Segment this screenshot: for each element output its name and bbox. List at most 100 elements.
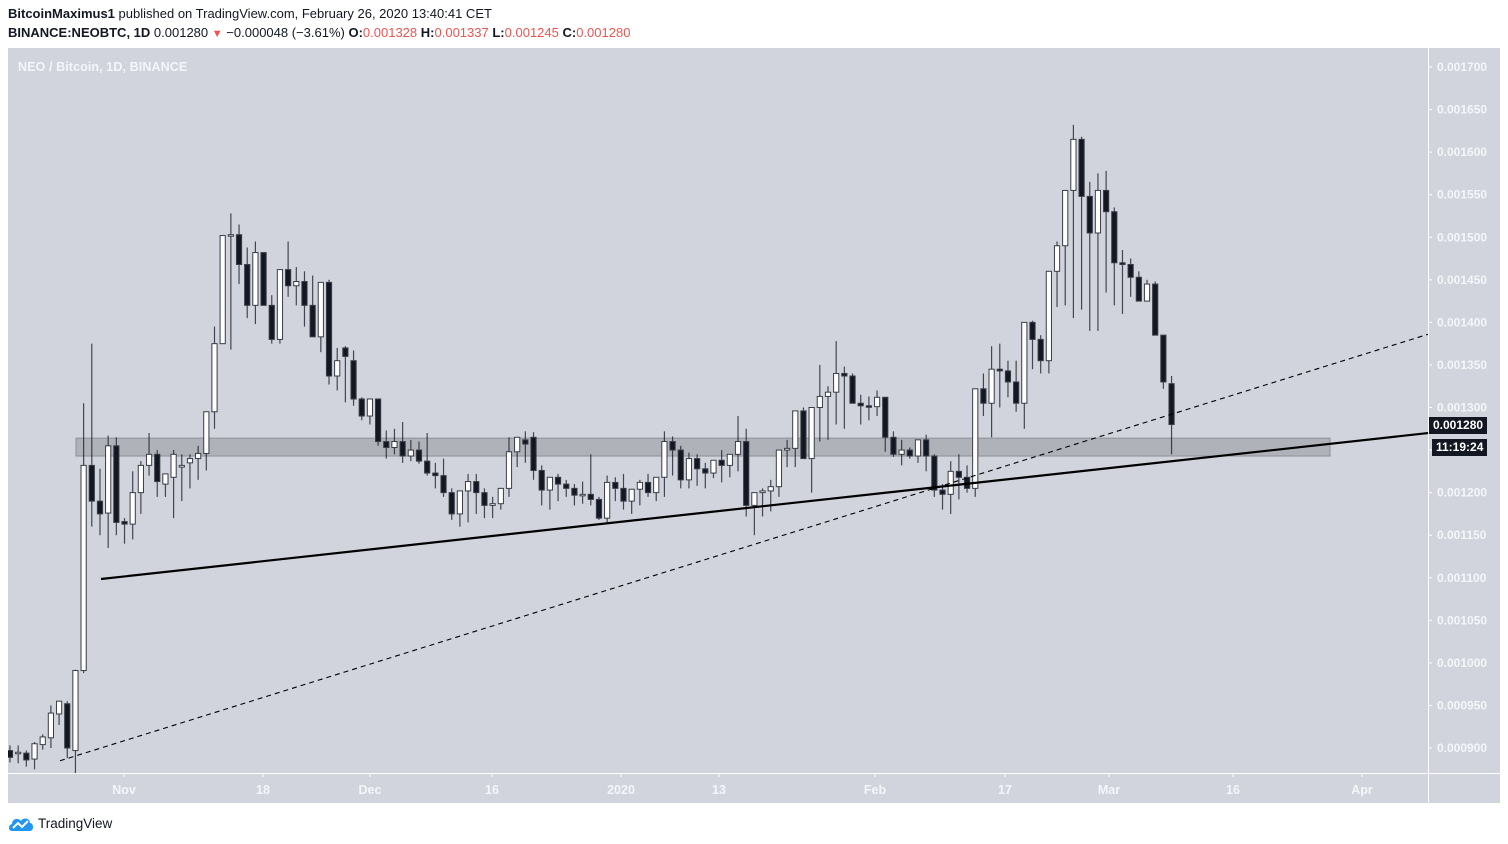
- candle-body: [931, 455, 938, 491]
- candle-body: [497, 487, 504, 505]
- candle-body: [710, 459, 717, 474]
- candle-body: [800, 410, 807, 460]
- author-name[interactable]: BitcoinMaximus1: [8, 6, 115, 21]
- price-tick-label: 0.001150: [1437, 528, 1487, 542]
- last-price-tag: 0.001280: [1429, 417, 1488, 434]
- time-tick-label: Apr: [1351, 783, 1373, 797]
- candle-body: [309, 304, 316, 338]
- candle-body: [227, 234, 234, 237]
- candle-body: [636, 481, 643, 490]
- candle-body: [563, 483, 570, 489]
- candle-body: [448, 492, 455, 515]
- candle-body: [23, 752, 30, 761]
- candle-body: [514, 436, 521, 453]
- candle-body: [178, 464, 185, 468]
- candle-body: [743, 441, 750, 506]
- candle-body: [734, 441, 742, 455]
- time-tick-label: Dec: [359, 783, 382, 797]
- price-tick-label: 0.001700: [1437, 60, 1487, 74]
- candle-body: [530, 436, 537, 471]
- candle-body: [1021, 321, 1028, 404]
- candle-body: [775, 449, 783, 488]
- candle-body: [1160, 334, 1167, 383]
- candle-body: [1053, 245, 1061, 272]
- candle-body: [726, 453, 733, 466]
- price-tick-label: 0.001500: [1437, 230, 1487, 244]
- candle-body: [538, 469, 545, 491]
- time-tick-label: 18: [256, 783, 270, 797]
- price-tick-label: 0.000950: [1437, 698, 1487, 712]
- candle-body: [464, 481, 472, 492]
- candle-body: [972, 388, 979, 489]
- candle-body: [554, 476, 562, 485]
- candle-body: [64, 703, 71, 749]
- tradingview-logo[interactable]: TradingView: [8, 814, 112, 832]
- candle-body: [914, 439, 922, 457]
- candle-body: [375, 398, 382, 443]
- candle-body: [162, 473, 169, 485]
- price-tick-label: 0.001650: [1437, 103, 1487, 117]
- time-tick-label: Nov: [112, 783, 136, 797]
- price-tick-label: 0.001450: [1437, 273, 1487, 287]
- candle-body: [980, 388, 987, 404]
- candle-body: [898, 449, 905, 455]
- candle-body: [1119, 262, 1126, 265]
- candle-body: [154, 453, 161, 483]
- price-tick-label: 0.000900: [1437, 741, 1487, 755]
- candle-body: [211, 343, 218, 413]
- price-tick-label: 0.001000: [1437, 656, 1487, 670]
- candle-body: [824, 391, 832, 397]
- candle-body: [587, 493, 594, 500]
- time-tick-label: 16: [1226, 783, 1240, 797]
- candle-body: [440, 475, 447, 494]
- tradingview-brand: TradingView: [38, 815, 113, 831]
- candle-body: [203, 411, 210, 454]
- candle-body: [47, 712, 54, 739]
- candle-body: [1094, 189, 1102, 234]
- candle-body: [718, 459, 725, 466]
- close-label: C:: [562, 25, 577, 40]
- chart-area[interactable]: [8, 48, 1500, 803]
- candle-body: [571, 487, 578, 496]
- candle-body: [432, 472, 439, 477]
- tradingview-cloud-icon: [9, 818, 33, 831]
- close-value: 0.001280: [576, 25, 631, 40]
- low-label: L:: [492, 25, 505, 40]
- candle-body: [595, 498, 603, 519]
- candle-body: [546, 476, 553, 491]
- candle-body: [1103, 189, 1110, 213]
- candle-body: [350, 360, 357, 400]
- candle-body: [31, 743, 38, 760]
- price-tick-label: 0.001600: [1437, 145, 1487, 159]
- candle-body: [1078, 138, 1085, 197]
- last-price: 0.001280: [153, 25, 209, 40]
- candle-body: [1004, 370, 1012, 383]
- symbol-interval: BINANCE:NEOBTC, 1D: [8, 25, 151, 40]
- candle-body: [996, 368, 1003, 372]
- publish-info: BitcoinMaximus1 published on TradingView…: [8, 6, 492, 21]
- candle-body: [72, 670, 79, 752]
- candle-body: [186, 458, 194, 464]
- candle-body: [612, 481, 619, 489]
- candle-body: [137, 464, 144, 494]
- candle-body: [170, 453, 177, 478]
- price-change: −0.000048 (−3.61%): [226, 25, 345, 40]
- candle-body: [759, 490, 766, 494]
- high-value: 0.001337: [434, 25, 489, 40]
- candle-body: [890, 436, 897, 455]
- candle-body: [407, 449, 414, 457]
- candle-body: [424, 460, 431, 474]
- candle-body: [55, 700, 63, 715]
- candle-body: [80, 464, 87, 672]
- candle-body: [1045, 270, 1052, 362]
- candle-body: [1037, 338, 1044, 362]
- candle-body: [399, 441, 406, 457]
- candle-body: [906, 449, 913, 457]
- candle-body: [694, 458, 701, 470]
- candle-body: [113, 445, 120, 523]
- candle-body: [1135, 276, 1142, 302]
- candle-body: [988, 368, 995, 404]
- candle-body: [276, 269, 284, 340]
- candle-body: [121, 521, 128, 525]
